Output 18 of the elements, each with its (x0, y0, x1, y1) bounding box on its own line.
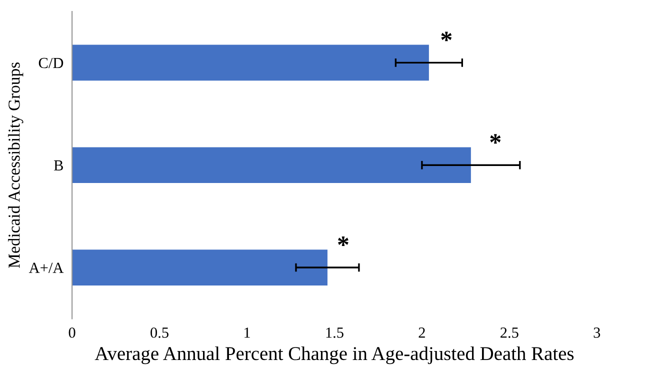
y-tick-label: A+/A (28, 262, 64, 273)
x-tick-label: 0.5 (150, 327, 168, 338)
y-axis-title: Medicaid Accessibility Groups (8, 62, 24, 268)
x-axis-title: Average Annual Percent Change in Age-adjusted Death Rates (94, 346, 574, 364)
x-tick-label: 0 (68, 327, 76, 338)
annotation: * (338, 236, 348, 246)
x-tick-label: 2 (418, 328, 425, 338)
bar (72, 250, 328, 286)
x-tick-label: 2.5 (500, 328, 518, 338)
bar (72, 147, 471, 184)
bar (72, 44, 429, 81)
annotation: * (441, 32, 452, 42)
annotation: * (490, 134, 501, 144)
x-tick-label: 3 (594, 328, 600, 338)
x-tick-label: 1.5 (326, 328, 344, 338)
y-tick-label: C/D (38, 58, 64, 68)
x-tick-label: 1 (244, 328, 250, 338)
y-tick-label: B (54, 160, 63, 170)
